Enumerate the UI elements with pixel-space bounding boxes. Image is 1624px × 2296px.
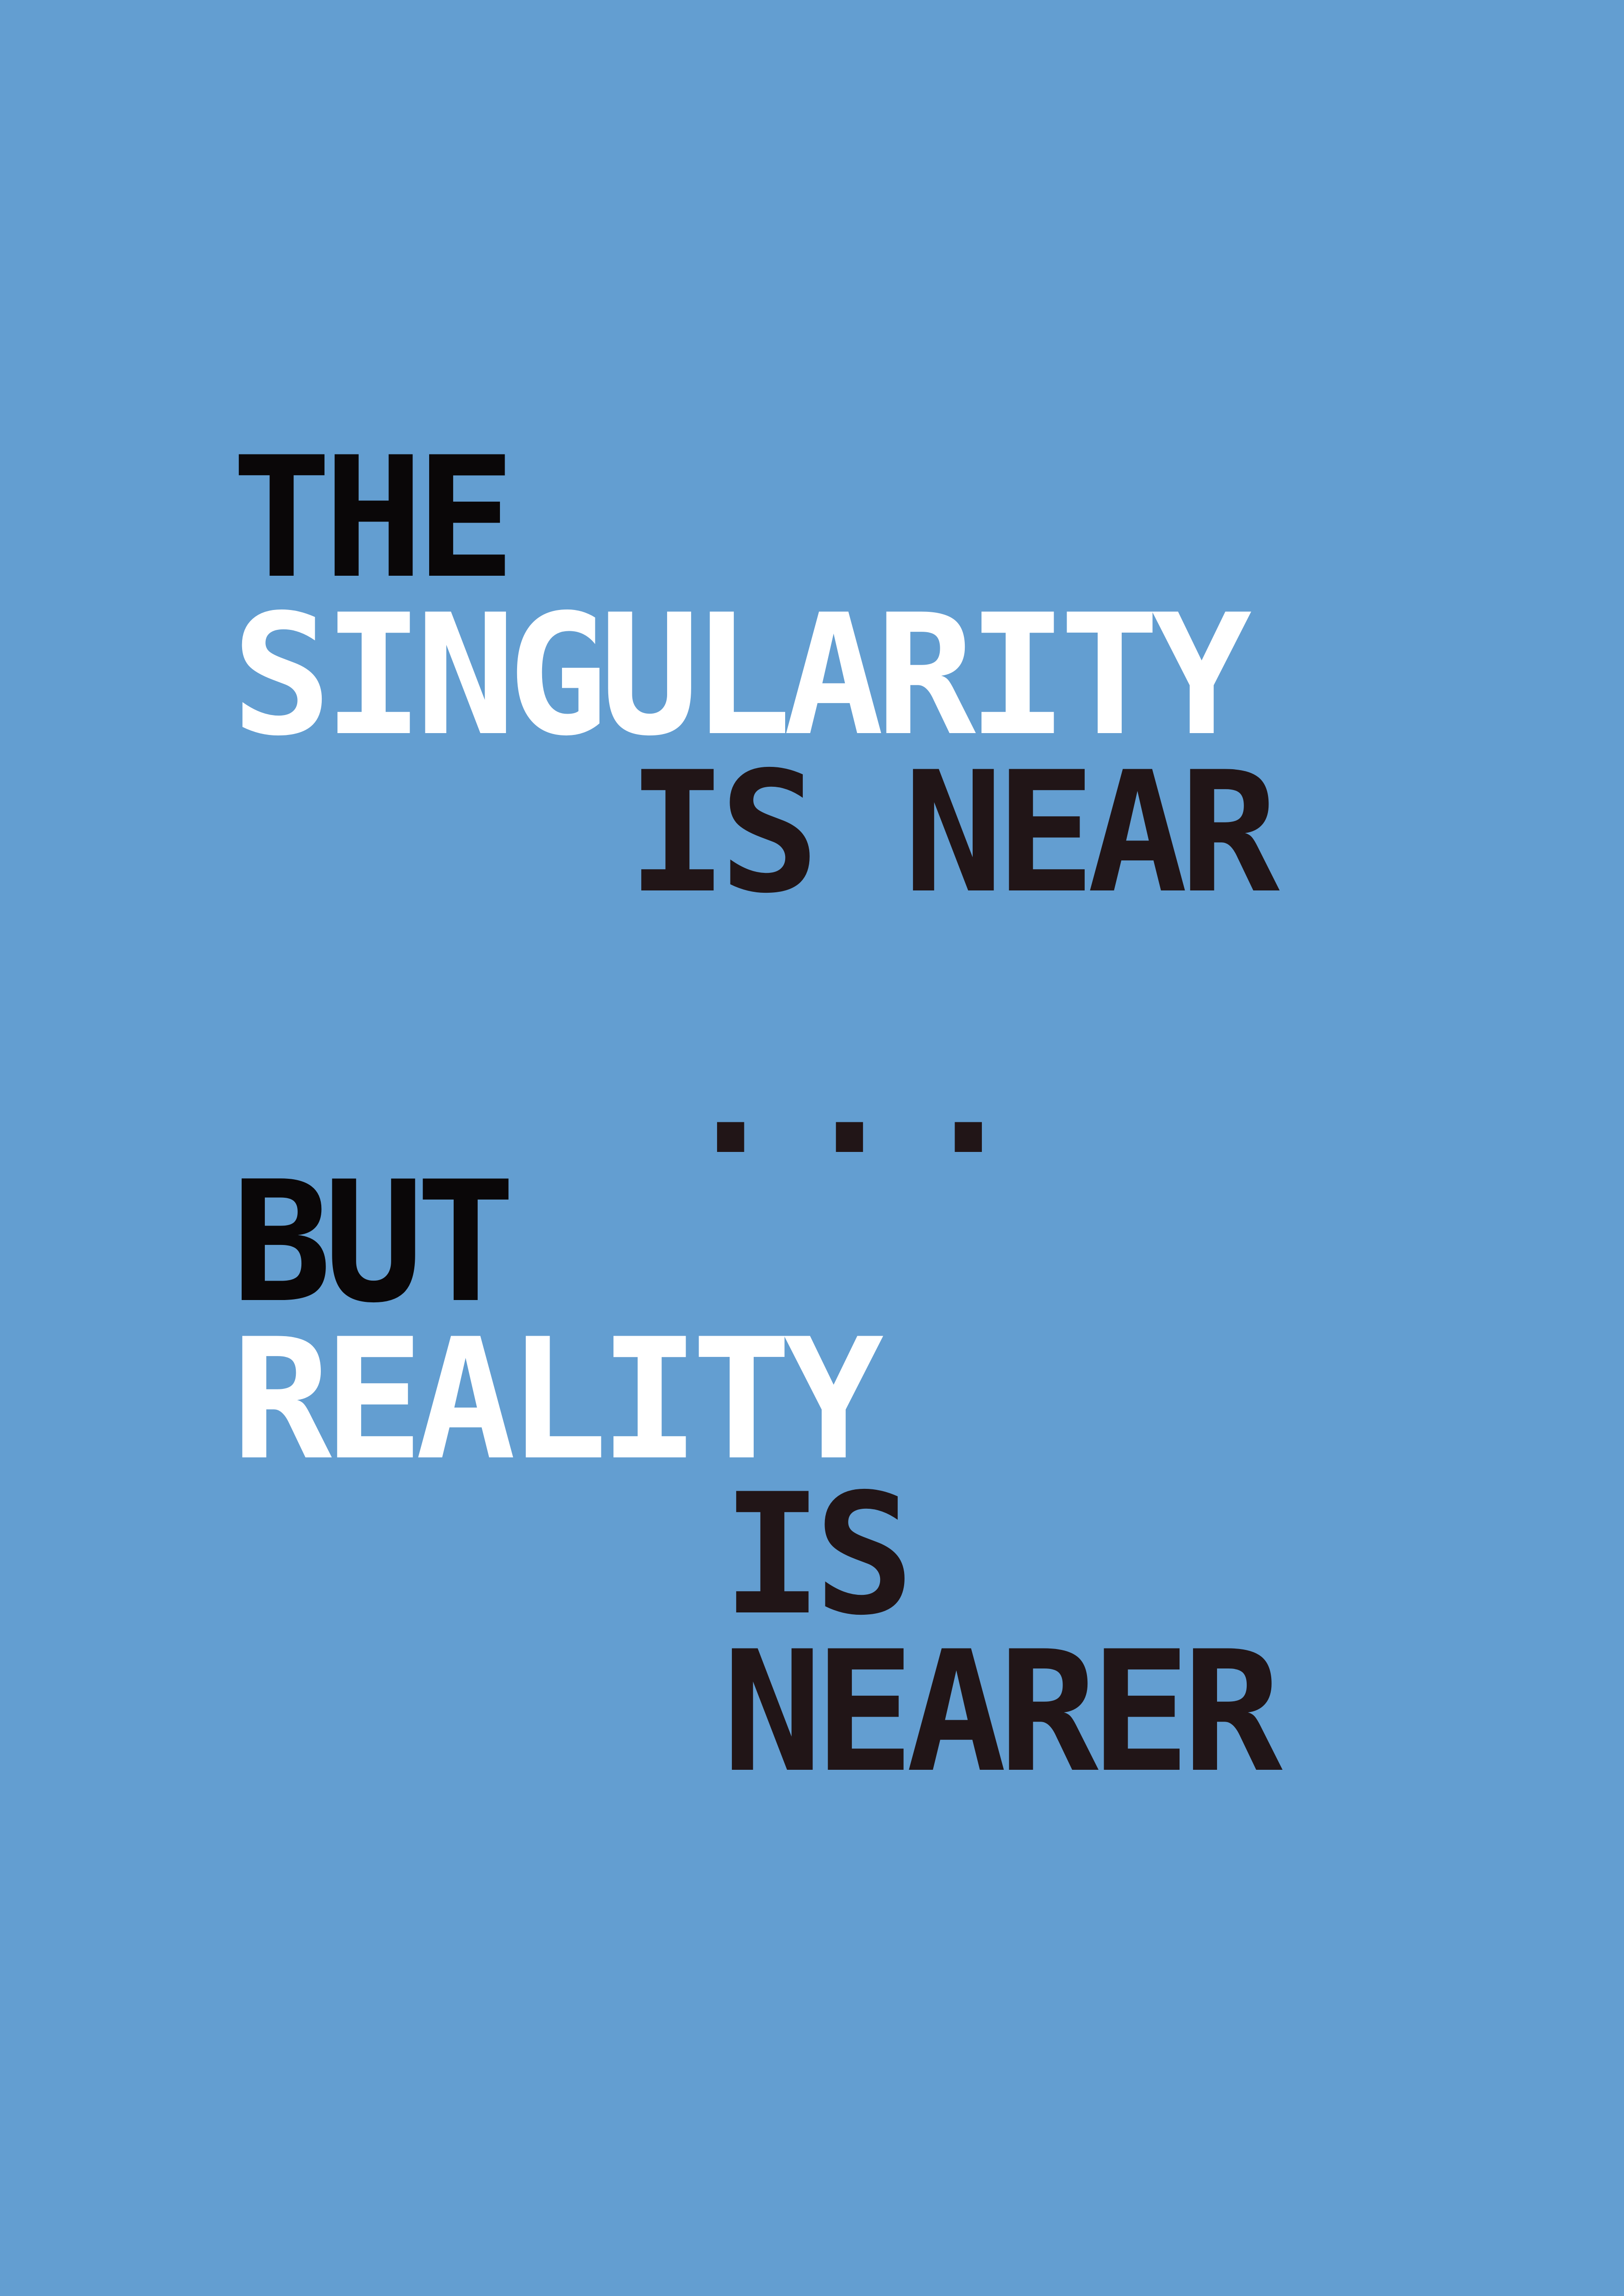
line-is-near: IS NEAR [627,736,1280,930]
line-singularity: SINGULARITY [231,579,1252,772]
line-is: IS [722,1458,915,1652]
line-nearer: NEARER [722,1615,1282,1809]
line-the: THE [231,421,516,615]
ellipsis: ... [681,997,1037,1191]
line-reality: REALITY [231,1303,884,1497]
line-but: BUT [231,1145,516,1339]
